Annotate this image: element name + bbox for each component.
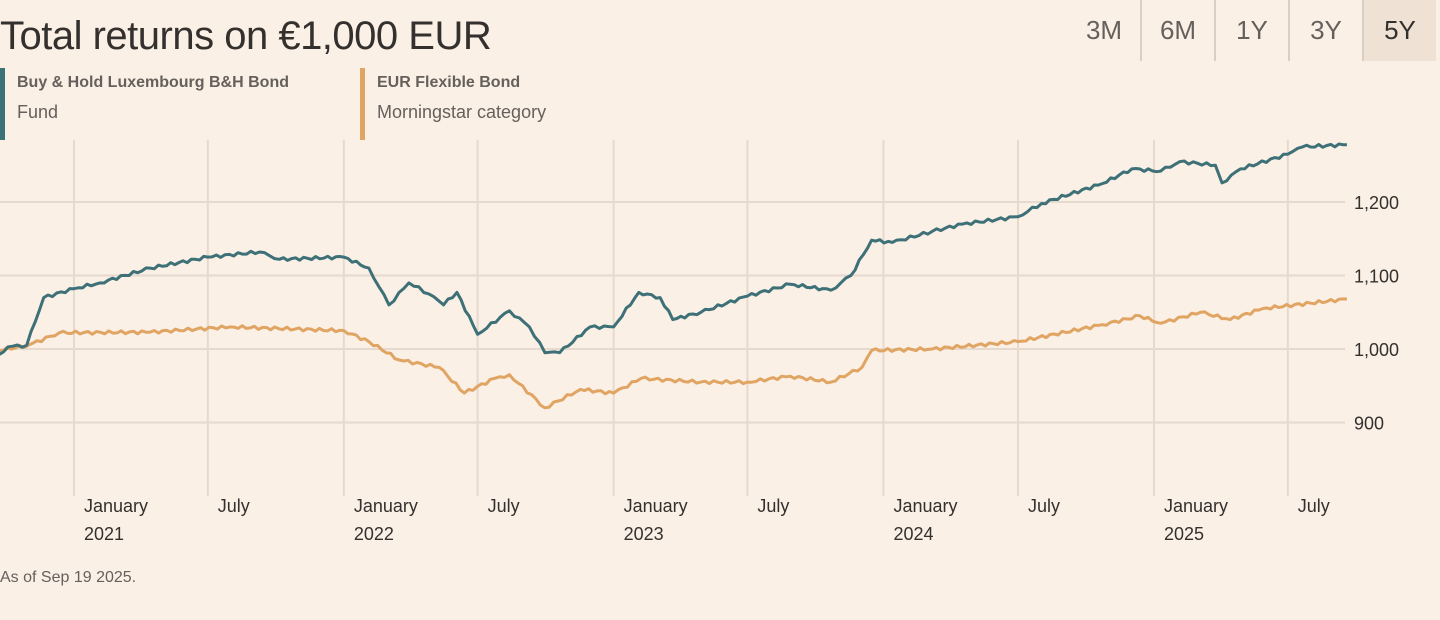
x-tick-label: January — [84, 496, 148, 516]
x-tick-year: 2023 — [624, 524, 664, 544]
x-tick-year: 2021 — [84, 524, 124, 544]
x-tick-label: January — [624, 496, 688, 516]
x-tick-label: July — [1298, 496, 1330, 516]
range-5y-button[interactable]: 5Y — [1362, 0, 1436, 61]
legend-swatch-fund — [0, 68, 5, 140]
range-6m-button[interactable]: 6M — [1140, 0, 1214, 61]
legend-fund-sub: Fund — [17, 102, 59, 122]
x-tick-label: July — [757, 496, 789, 516]
y-tick-label: 1,000 — [1354, 340, 1399, 360]
legend-item-category: EUR Flexible Bond Morningstar category — [360, 68, 546, 140]
time-range-selector: 3M 6M 1Y 3Y 5Y — [1068, 0, 1436, 61]
as-of-date: As of Sep 19 2025. — [0, 569, 137, 586]
legend-item-fund: Buy & Hold Luxembourg B&H Bond Fund — [0, 68, 343, 140]
fund-series-line — [0, 142, 1347, 356]
x-tick-label: July — [488, 496, 520, 516]
x-tick-label: January — [1164, 496, 1228, 516]
x-tick-year: 2024 — [893, 524, 933, 544]
legend-fund-name: Buy & Hold Luxembourg B&H Bond — [17, 74, 289, 91]
legend: Buy & Hold Luxembourg B&H Bond Fund EUR … — [0, 68, 546, 140]
x-tick-label: January — [354, 496, 418, 516]
legend-category-sub: Morningstar category — [377, 102, 547, 122]
range-3m-button[interactable]: 3M — [1085, 15, 1123, 45]
category-series-line — [0, 297, 1347, 410]
x-tick-year: 2025 — [1164, 524, 1204, 544]
x-tick-year: 2022 — [354, 524, 394, 544]
x-tick-label: January — [893, 496, 957, 516]
chart-title: Total returns on €1,000 EUR — [0, 14, 492, 58]
x-tick-label: July — [1028, 496, 1060, 516]
y-tick-label: 1,100 — [1354, 267, 1399, 287]
legend-category-name: EUR Flexible Bond — [377, 74, 521, 91]
range-1y-button[interactable]: 1Y — [1214, 0, 1288, 61]
legend-swatch-category — [360, 68, 365, 140]
y-tick-label: 1,200 — [1354, 193, 1399, 213]
range-3y-button[interactable]: 3Y — [1288, 0, 1362, 61]
line-chart: 900 1,000 1,100 1,200 January 2021 July January… — [0, 140, 1399, 544]
y-tick-label: 900 — [1354, 414, 1384, 434]
x-tick-label: July — [218, 496, 250, 516]
